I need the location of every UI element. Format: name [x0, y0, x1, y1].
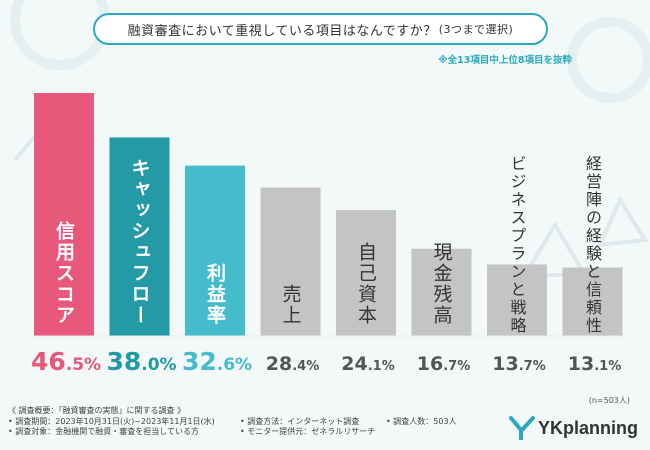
chart-title: 融資審査において重視している項目はなんですか？ (3つまで選択): [93, 13, 548, 45]
survey-count: • 調査人数：503人: [386, 416, 457, 426]
value-label: 46.5%: [31, 347, 101, 376]
value-label: 13.7%: [492, 353, 545, 375]
category-label: ビジネスプランと戦略: [508, 155, 527, 335]
bar-8: [562, 267, 623, 336]
survey-target: • 調査対象：金融機関で融資・審査を担当している方: [8, 427, 200, 436]
bar-5: [336, 210, 396, 336]
title-sub: (3つまで選択): [438, 23, 514, 36]
category-label: キャッシュフロー: [129, 158, 151, 326]
survey-period: • 調査期間：2023年10月31日(火)~2023年11月1日(水): [8, 416, 215, 426]
bar-1: [34, 93, 94, 336]
bar-2: [109, 137, 170, 336]
logo-text: YKplanning: [538, 417, 638, 438]
bar-7: [487, 264, 547, 336]
survey-method: • 調査方法：インターネット調査: [240, 416, 360, 426]
category-label: 経営陣の経験と信頼性: [583, 155, 602, 335]
category-label: 信用スコア: [53, 220, 75, 326]
category-label: 利益率: [204, 263, 226, 326]
sample-size-note: (n=503人): [588, 396, 630, 405]
value-label: 13.1%: [568, 353, 621, 375]
category-label: 自己資本: [355, 242, 377, 326]
value-label: 38.0%: [106, 347, 176, 376]
survey-overview: 《 調査概要：「融資審査の実態」に関する調査 》: [8, 406, 186, 415]
value-label: 16.7%: [417, 353, 470, 375]
value-label: 24.1%: [341, 353, 394, 375]
value-label: 32.6%: [182, 347, 252, 376]
title-main: 融資審査において重視している項目はなんですか？: [127, 23, 437, 39]
value-label: 28.4%: [266, 353, 319, 375]
bar-4: [260, 187, 321, 336]
bar-6: [411, 248, 472, 336]
category-label: 現金残高: [431, 242, 453, 326]
category-label: 売上: [280, 284, 302, 326]
survey-footer: 《 調査概要：「融資審査の実態」に関する調査 》 • 調査期間：2023年10月…: [8, 406, 478, 446]
survey-provider: • モニター提供元：ゼネラルリサーチ: [240, 427, 376, 436]
bar-chart: 信用スコア 46.5% キャッシュフロー 38.0% 利益率 32.6% 売上 28.4% 自己…: [30, 93, 627, 376]
logo-mark-icon: [509, 416, 535, 440]
company-logo: YKplanning: [509, 415, 638, 441]
excerpt-note: ※全13項目中上位8項目を抜粋: [438, 55, 572, 66]
bar-3: [185, 165, 245, 336]
